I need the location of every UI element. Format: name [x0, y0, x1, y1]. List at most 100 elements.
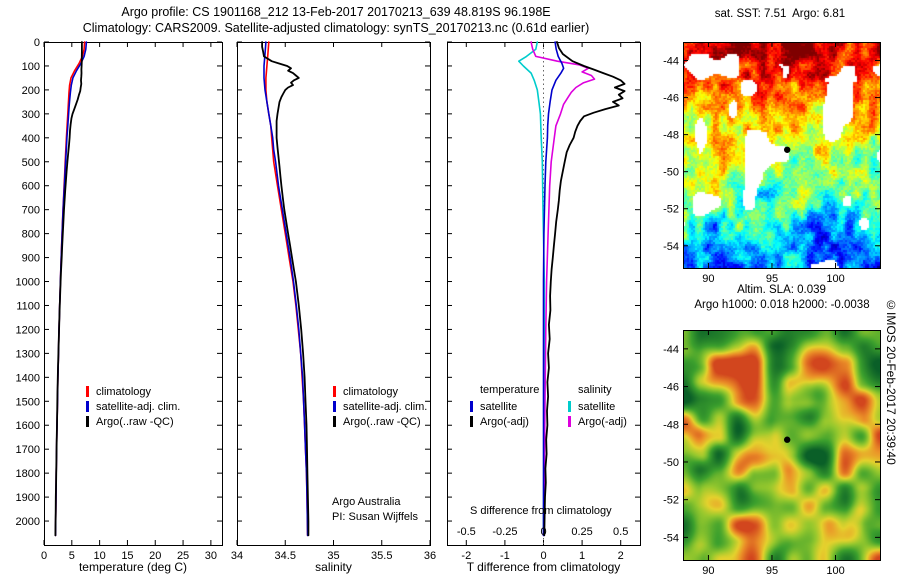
- y-tick-label: -52: [663, 495, 679, 507]
- axis-box: [237, 42, 431, 546]
- s-axis-tick-label: 0.5: [613, 526, 628, 538]
- y-tick-label: 1800: [16, 468, 40, 480]
- temperature-axis-label: temperature (deg C): [78, 560, 188, 574]
- pi-annotation: PI: Susan Wijffels: [332, 511, 418, 523]
- y-tick-label: -46: [663, 382, 679, 394]
- series-line-salinity-satellite: [517, 41, 546, 537]
- s-axis-tick-label: -0.5: [457, 526, 476, 538]
- y-tick-label: 0: [34, 37, 40, 49]
- sla-heatmap: [683, 330, 880, 560]
- y-tick-label: 800: [22, 229, 40, 241]
- y-tick-label: 1000: [16, 277, 40, 289]
- y-tick-label: -46: [663, 93, 679, 105]
- climatology-line-swatch: [86, 386, 89, 397]
- series-line-climatology: [54, 41, 86, 537]
- legend-label: satellite: [578, 400, 616, 413]
- legend-label: Argo(-adj): [578, 415, 627, 428]
- legend-item-climatology: climatology: [86, 384, 180, 399]
- x-tick-label: 95: [766, 565, 778, 577]
- legend-item-satellite-adj-clim: satellite-adj. clim.: [86, 399, 180, 414]
- figure-title-line1: Argo profile: CS 1901168_212 13-Feb-2017…: [121, 5, 551, 19]
- sla-map-title-line2: Argo h1000: 0.018 h2000: -0.0038: [694, 299, 870, 311]
- series-line-argo-raw-qc-: [261, 41, 310, 537]
- series-line-salinity-argo-adj-: [530, 41, 596, 537]
- y-tick-label: 2000: [16, 516, 40, 528]
- axis-box: [44, 42, 223, 546]
- series-line-satellite-adj-clim-: [54, 41, 88, 537]
- satellite-adj-line-swatch: [333, 401, 336, 412]
- legend-label: satellite: [480, 400, 518, 413]
- y-tick-label: 1400: [16, 372, 40, 384]
- legend-label: climatology: [96, 385, 152, 398]
- y-tick-label: -50: [663, 167, 679, 179]
- legend-item-climatology: climatology: [333, 384, 427, 399]
- y-tick-label: -48: [663, 419, 679, 431]
- y-tick-label: -48: [663, 130, 679, 142]
- figure-title-line2: Climatology: CARS2009. Satellite-adjuste…: [82, 21, 590, 35]
- s-axis-tick-label: -0.25: [492, 526, 517, 538]
- x-tick-label: 100: [826, 565, 844, 577]
- s-satellite-line-swatch: [568, 401, 571, 412]
- y-tick-label: -52: [663, 204, 679, 216]
- difference-legend-salinity-column: salinity satellite Argo(-adj): [568, 384, 627, 429]
- satellite-adj-line-swatch: [86, 401, 89, 412]
- y-tick-label: -44: [663, 56, 679, 68]
- y-tick-label: -54: [663, 241, 679, 253]
- series-line-argo-raw-qc-: [54, 41, 83, 537]
- y-tick-label: 1100: [16, 300, 40, 312]
- y-tick-label: 1700: [16, 444, 40, 456]
- x-tick-label: 90: [702, 565, 714, 577]
- series-line-temperature-satellite: [542, 41, 565, 537]
- salinity-axis-label: salinity: [315, 560, 352, 574]
- y-tick-label: 1300: [16, 348, 40, 360]
- y-tick-label: 400: [22, 133, 40, 145]
- t-satellite-line-swatch: [470, 401, 473, 412]
- difference-legend-temperature-column: temperature satellite Argo(-adj): [470, 384, 539, 429]
- sst-map-title: sat. SST: 7.51 Argo: 6.81: [714, 8, 846, 20]
- y-tick-label: 500: [22, 157, 40, 169]
- legend-label: satellite-adj. clim.: [96, 400, 181, 413]
- y-tick-label: -54: [663, 532, 679, 544]
- legend-item-argo-raw: Argo(..raw -QC): [333, 414, 427, 429]
- salinity-panel-legend: climatology satellite-adj. clim. Argo(..…: [333, 384, 427, 429]
- temperature-panel-legend: climatology satellite-adj. clim. Argo(..…: [86, 384, 180, 429]
- y-tick-label: 1500: [16, 396, 40, 408]
- legend-header-salinity: salinity: [578, 384, 612, 396]
- s-axis-tick-label: 0.25: [571, 526, 592, 538]
- y-tick-label: -50: [663, 457, 679, 469]
- legend-label: Argo(..raw -QC): [96, 415, 174, 428]
- y-tick-label: 1600: [16, 420, 40, 432]
- legend-label: satellite-adj. clim.: [343, 400, 428, 413]
- y-tick-label: 200: [22, 85, 40, 97]
- series-line-temperature-argo-adj-: [543, 41, 626, 537]
- s-axis-tick-label: 0: [540, 526, 546, 538]
- y-tick-label: 300: [22, 109, 40, 121]
- argo-line-swatch: [86, 416, 89, 427]
- y-tick-label: 1900: [16, 492, 40, 504]
- legend-item-s-argo-adj: Argo(-adj): [568, 414, 627, 429]
- series-line-climatology: [265, 41, 309, 537]
- legend-label: Argo(-adj): [480, 415, 529, 428]
- legend-item-s-satellite: satellite: [568, 399, 627, 414]
- y-tick-label: -44: [663, 344, 679, 356]
- legend-label: climatology: [343, 385, 399, 398]
- climatology-line-swatch: [333, 386, 336, 397]
- sst-heatmap: [683, 42, 880, 268]
- t-argo-line-swatch: [470, 416, 473, 427]
- legend-header-temperature: temperature: [480, 384, 540, 396]
- y-tick-label: 700: [22, 205, 40, 217]
- legend-label: Argo(..raw -QC): [343, 415, 421, 428]
- series-line-satellite-adj-clim-: [263, 41, 309, 537]
- y-tick-label: 1200: [16, 324, 40, 336]
- axis-box: [447, 42, 641, 546]
- argo-australia-annotation: Argo Australia: [332, 496, 401, 508]
- sla-map-title-line1: Altim. SLA: 0.039: [737, 284, 826, 296]
- s-difference-axis-label: S difference from climatology: [470, 505, 612, 517]
- imos-watermark: ©IMOS 20-Feb-2017 20:39:40: [884, 298, 898, 465]
- s-argo-line-swatch: [568, 416, 571, 427]
- y-tick-label: 900: [22, 253, 40, 265]
- legend-item-argo-raw: Argo(..raw -QC): [86, 414, 180, 429]
- t-difference-axis-label: T difference from climatology: [466, 560, 621, 574]
- argo-line-swatch: [333, 416, 336, 427]
